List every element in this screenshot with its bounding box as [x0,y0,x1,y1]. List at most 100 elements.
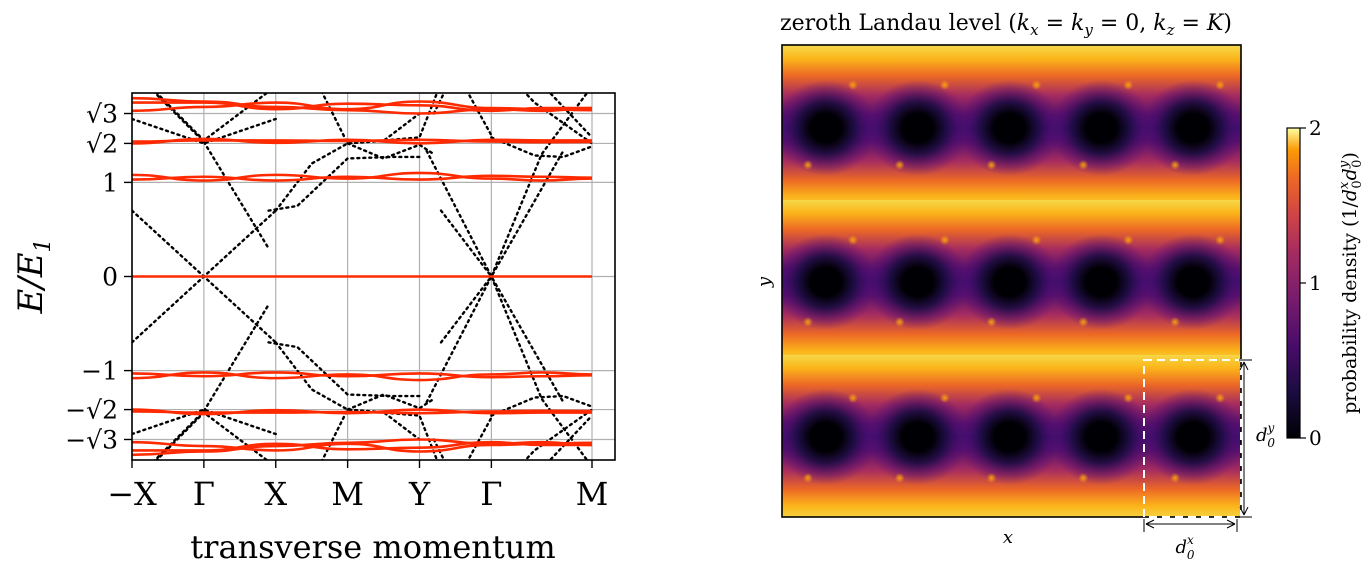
y-tick-label: −1 [81,357,118,386]
density-spot [1123,80,1134,90]
bulk-band-line [274,112,421,212]
y-axis-ticks: √3√2 1 0 −1 −√2−√3 [65,100,132,454]
density-spot [986,317,997,327]
landau-bands-solid [132,96,593,457]
density-spot [939,80,950,90]
landau-band-line [132,438,593,457]
bulk-band-line [132,408,277,436]
density-minimum [1141,80,1241,176]
x-tick-label: M [576,475,609,513]
dx-label: dx 0 [1176,533,1195,562]
density-spot [847,235,858,245]
dx-arrow [1143,519,1238,532]
density-spot [1215,393,1226,403]
density-spot [1123,393,1134,403]
heatmap-title: zeroth Landau level (kx = ky = 0, kz = K… [780,11,1232,39]
bulk-band-line [346,393,436,411]
density-spot [894,160,905,170]
bulk-band-line [432,416,493,460]
density-minimum [782,389,878,485]
bulk-band-line [432,93,493,137]
density-spot [939,393,950,403]
density-minimum [1049,234,1154,330]
bulk-band-line [425,149,565,404]
density-spot [847,393,858,403]
density-spot [986,160,997,170]
landau-band-line [132,371,593,379]
density-spot [847,80,858,90]
colorbar-tick-label: 0 [1309,426,1322,450]
y-tick-label: √2 [86,129,118,158]
density-spot [986,473,997,483]
landau-band-line [132,409,593,415]
bulk-band-line [439,209,589,460]
bulk-band-line [490,394,594,417]
y-tick-label: −√3 [65,425,118,454]
y-tick-label: 1 [102,168,118,197]
dy-label: dy 0 [1256,421,1275,450]
density-minimum [1049,80,1154,176]
bulk-band-line [490,136,594,159]
bulk-band-line [267,341,421,398]
colorbar [1286,127,1301,439]
density-minimum [957,80,1062,176]
y-tick-label: 0 [102,263,118,292]
x-tick-label: Γ [480,475,502,513]
density-spot [894,473,905,483]
bulk-bands-dotted [132,93,594,460]
bulk-band-line [548,93,594,139]
density-minimum [865,234,970,330]
unit-cell-box [1143,359,1242,518]
density-spot [1215,80,1226,90]
heatmap-image [782,45,1241,517]
density-minimum [782,234,878,330]
density-spot [1215,235,1226,245]
density-spot [1170,160,1181,170]
bulk-band-line [153,93,270,250]
bulk-band-line [346,142,436,160]
x-axis-ticks: −X Γ X M Y Γ M [107,460,608,513]
colorbar-ticks: 0 1 2 [1300,116,1322,450]
heatmap-frame [781,44,1242,518]
density-spot [802,473,813,483]
x-tick-label: Y [408,475,431,513]
density-minimum [1049,389,1154,485]
density-spot [802,317,813,327]
bulk-band-line [132,117,277,145]
density-spot [1170,473,1181,483]
x-tick-label: X [264,475,287,513]
y-tick-label: √3 [86,100,118,129]
dy-arrow [1239,359,1252,518]
bulk-band-line [274,341,421,441]
density-minimum [1141,389,1241,485]
band-structure-plot: √3√2 1 0 −1 −√2−√3 −X Γ X M Y Γ M transverse momen… [11,92,616,562]
bulk-band-line [425,149,565,404]
bulk-band-line [439,93,589,344]
density-spot [1031,80,1042,90]
density-spot [802,160,813,170]
density-spot [1078,160,1089,170]
density-minimum [865,389,970,485]
x-tick-label: M [331,475,364,513]
x-axis-label: transverse momentum [190,528,555,562]
colorbar-tick-label: 2 [1309,116,1322,140]
density-minimum [865,80,970,176]
density-spot [1031,235,1042,245]
landau-level-heatmap: zeroth Landau level (kx = ky = 0, kz = K… [754,11,1365,562]
landau-band-line [132,138,593,144]
landau-band-line [132,174,593,182]
bulk-band-line [548,414,594,460]
landau-band-line [132,96,593,115]
bulk-band-line [267,155,421,212]
heatmap-y-label: y [754,276,775,288]
density-spot [1078,317,1089,327]
density-spot [1170,317,1181,327]
density-minimum [957,234,1062,330]
density-spot [939,235,950,245]
density-minimum [957,389,1062,485]
y-tick-label: −√2 [65,396,118,425]
x-tick-label: Γ [193,475,215,513]
density-spot [894,317,905,327]
density-minimum [782,80,878,176]
